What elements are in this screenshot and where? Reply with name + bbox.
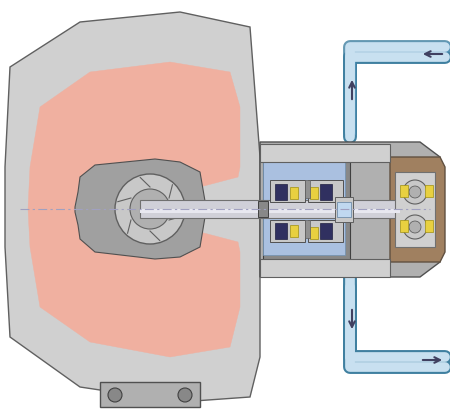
- FancyBboxPatch shape: [260, 259, 390, 277]
- Circle shape: [115, 174, 185, 244]
- Circle shape: [403, 180, 427, 204]
- Circle shape: [403, 215, 427, 239]
- Polygon shape: [28, 62, 240, 357]
- FancyBboxPatch shape: [140, 200, 400, 218]
- FancyBboxPatch shape: [400, 220, 408, 232]
- FancyBboxPatch shape: [425, 220, 433, 232]
- FancyBboxPatch shape: [320, 184, 332, 200]
- FancyBboxPatch shape: [320, 223, 332, 239]
- Polygon shape: [263, 157, 350, 262]
- FancyBboxPatch shape: [395, 172, 435, 247]
- FancyBboxPatch shape: [337, 202, 351, 217]
- FancyBboxPatch shape: [290, 225, 298, 237]
- FancyBboxPatch shape: [260, 144, 390, 162]
- FancyBboxPatch shape: [310, 227, 318, 239]
- FancyBboxPatch shape: [305, 180, 310, 198]
- Polygon shape: [263, 162, 345, 255]
- FancyBboxPatch shape: [308, 180, 343, 202]
- FancyBboxPatch shape: [290, 187, 298, 199]
- Circle shape: [178, 388, 192, 402]
- Circle shape: [130, 189, 170, 229]
- Polygon shape: [390, 157, 445, 262]
- FancyBboxPatch shape: [310, 187, 318, 199]
- Polygon shape: [5, 12, 260, 402]
- FancyBboxPatch shape: [275, 184, 287, 200]
- Circle shape: [108, 388, 122, 402]
- FancyBboxPatch shape: [100, 382, 200, 407]
- FancyBboxPatch shape: [308, 220, 343, 242]
- FancyBboxPatch shape: [258, 201, 268, 217]
- FancyBboxPatch shape: [270, 220, 305, 242]
- Polygon shape: [75, 159, 205, 259]
- FancyBboxPatch shape: [140, 209, 400, 213]
- Polygon shape: [260, 142, 440, 277]
- FancyBboxPatch shape: [400, 185, 408, 197]
- FancyBboxPatch shape: [305, 220, 310, 238]
- Circle shape: [409, 221, 421, 233]
- FancyBboxPatch shape: [270, 180, 305, 202]
- FancyBboxPatch shape: [275, 223, 287, 239]
- Circle shape: [409, 186, 421, 198]
- FancyBboxPatch shape: [425, 185, 433, 197]
- FancyBboxPatch shape: [335, 197, 353, 222]
